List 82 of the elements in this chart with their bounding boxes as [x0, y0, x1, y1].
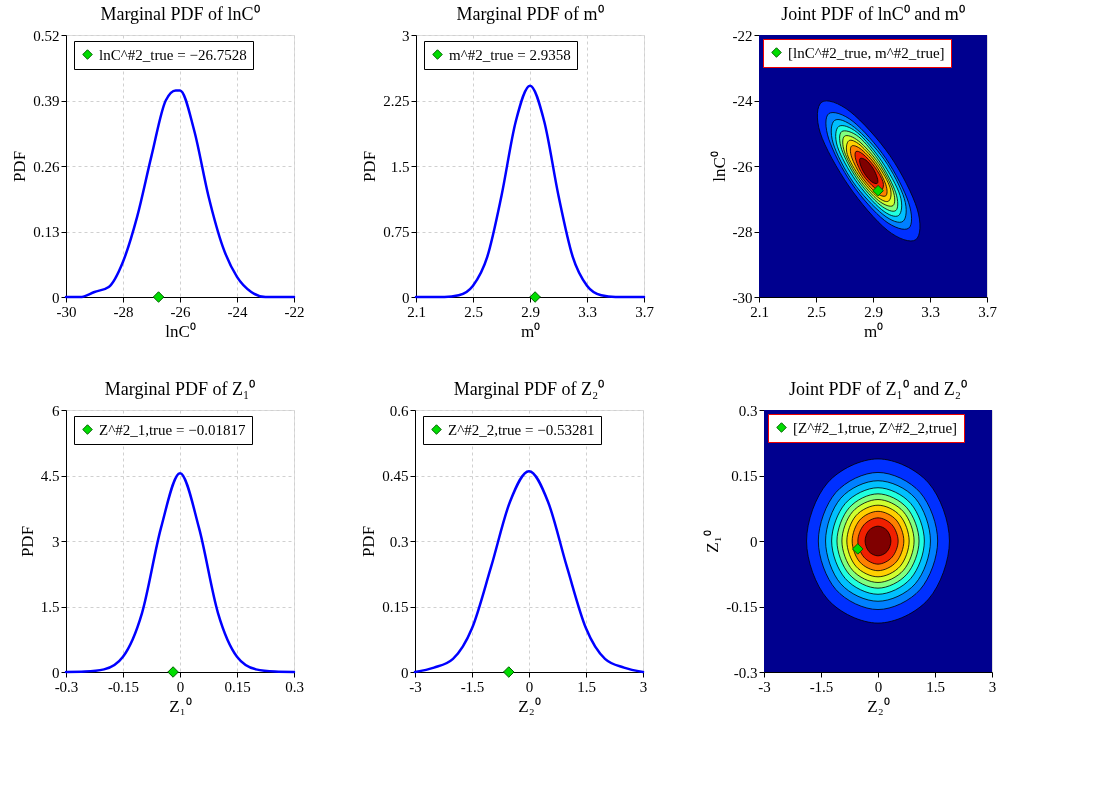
x-tick-label: 2.5 — [464, 303, 483, 320]
y-tick-label: 3 — [52, 533, 60, 550]
x-tick-label: 3.3 — [921, 303, 940, 320]
x-tick-label: 0.3 — [285, 678, 304, 695]
y-tick-label: 1.5 — [390, 158, 410, 175]
x-tick-label: -24 — [227, 303, 248, 320]
x-axis-title: lnC⁰ — [165, 321, 196, 341]
legend-label: Z^#2_2,true = −0.53281 — [448, 421, 595, 438]
y-tick-label: -30 — [732, 289, 753, 306]
x-tick-label: 2.9 — [864, 303, 883, 320]
y-tick-label: -0.3 — [733, 664, 758, 681]
y-tick-label: 2.25 — [383, 93, 410, 109]
x-tick-label: 1.5 — [577, 678, 596, 695]
y-axis-title: PDF — [360, 150, 380, 183]
y-axis-title: Z₁⁰ — [703, 530, 723, 553]
y-tick-label: 0.15 — [731, 468, 758, 484]
legend-label: [Z^#2_1,true, Z^#2_2,true] — [793, 419, 958, 436]
y-tick-label: 0.13 — [33, 224, 60, 240]
chart-title: Marginal PDF of Z₂⁰ — [453, 379, 605, 399]
x-tick-label: -28 — [113, 303, 134, 320]
y-tick-label: 0 — [52, 664, 60, 681]
x-tick-label: -22 — [284, 303, 305, 320]
y-tick-label: 0.3 — [389, 533, 409, 550]
x-tick-label: 3.7 — [635, 303, 655, 320]
y-tick-label: 0 — [401, 664, 409, 681]
x-tick-label: 2.1 — [750, 303, 769, 320]
x-tick-label: 0 — [874, 678, 883, 695]
x-tick-label: -1.5 — [460, 678, 485, 695]
x-tick-label: 3 — [988, 678, 997, 695]
x-axis-title: m⁰ — [863, 321, 884, 341]
y-tick-label: -24 — [732, 93, 753, 109]
x-tick-label: 3.7 — [978, 303, 998, 320]
x-tick-label: 2.5 — [807, 303, 826, 320]
x-tick-label: 0.15 — [224, 678, 251, 695]
y-tick-label: 0.39 — [33, 93, 60, 109]
y-tick-label: 0.75 — [383, 224, 410, 240]
x-tick-label: -26 — [170, 303, 191, 320]
y-tick-label: -26 — [732, 158, 753, 175]
y-tick-label: 0.6 — [389, 402, 409, 419]
x-axis-title: Z₁⁰ — [169, 696, 192, 716]
y-axis-title: PDF — [359, 525, 379, 558]
y-tick-label: -22 — [732, 27, 753, 44]
y-tick-label: -28 — [732, 224, 753, 240]
x-tick-label: 0 — [176, 678, 185, 695]
y-tick-label: 0 — [750, 533, 758, 550]
legend-label: [lnC^#2_true, m^#2_true] — [788, 44, 945, 61]
chart-title: Marginal PDF of lnC⁰ — [100, 4, 260, 24]
x-tick-label: 2.1 — [407, 303, 426, 320]
x-tick-label: -0.15 — [107, 678, 140, 695]
y-tick-label: 0.15 — [382, 599, 409, 615]
y-tick-label: 0.45 — [382, 468, 409, 484]
x-tick-label: -3 — [409, 678, 422, 695]
legend-label: Z^#2_1,true = −0.01817 — [99, 421, 246, 438]
y-tick-label: 0 — [52, 289, 60, 306]
legend-label: m^#2_true = 2.9358 — [449, 46, 571, 63]
x-tick-label: 3.3 — [578, 303, 597, 320]
x-axis-title: Z₂⁰ — [867, 696, 890, 716]
chart-title: Marginal PDF of m⁰ — [456, 4, 604, 24]
y-tick-label: 0 — [402, 289, 410, 306]
y-tick-label: 4.5 — [40, 468, 60, 484]
x-tick-label: -3 — [758, 678, 771, 695]
x-axis-title: m⁰ — [520, 321, 541, 341]
x-tick-label: -1.5 — [809, 678, 834, 695]
y-tick-label: 3 — [402, 27, 410, 44]
y-tick-label: 6 — [52, 402, 60, 419]
chart-title: Joint PDF of Z₁⁰ and Z₂⁰ — [788, 379, 968, 399]
y-tick-label: 0.52 — [33, 27, 60, 44]
x-tick-label: 0 — [525, 678, 534, 695]
y-tick-label: 0.26 — [33, 158, 60, 175]
y-axis-title: PDF — [10, 150, 30, 183]
x-tick-label: 2.9 — [521, 303, 540, 320]
y-axis-title: lnC⁰ — [709, 151, 729, 182]
legend-label: lnC^#2_true = −26.7528 — [99, 46, 247, 63]
y-tick-label: 0.3 — [738, 402, 758, 419]
y-axis-title: PDF — [17, 525, 37, 558]
chart-title: Marginal PDF of Z₁⁰ — [104, 379, 256, 399]
x-tick-label: 3 — [639, 678, 648, 695]
x-tick-label: 1.5 — [926, 678, 945, 695]
y-tick-label: 1.5 — [40, 599, 60, 615]
x-axis-title: Z₂⁰ — [518, 696, 541, 716]
y-tick-label: -0.15 — [726, 599, 758, 615]
chart-title: Joint PDF of lnC⁰ and m⁰ — [781, 4, 965, 24]
